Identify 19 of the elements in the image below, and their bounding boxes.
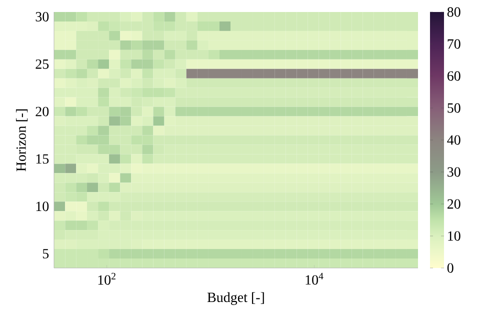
y-tick-label: 10	[36, 202, 49, 212]
color-bar-label: 30	[448, 167, 460, 177]
color-bar-label: 60	[447, 71, 460, 81]
y-tick-label: 30	[36, 12, 49, 22]
color-bar-label: 80	[447, 7, 460, 17]
y-tick-label: 5	[42, 249, 49, 258]
x-tick-label: 10$^{2}$	[98, 272, 116, 285]
color-bar-label: 10	[448, 231, 460, 241]
y-tick-label: 25	[36, 59, 49, 69]
color-bar-label: 0	[447, 263, 454, 273]
y-axis-title: Horizon [-]	[16, 109, 28, 172]
x-tick-label: 10$^{4}$	[306, 272, 324, 285]
color-bar-label: 40	[447, 135, 460, 145]
y-tick-label: 15	[36, 154, 49, 164]
y-tick-label: 20	[36, 106, 49, 116]
color-bar-label: 70	[448, 39, 460, 49]
color-bar-label: 50	[448, 103, 460, 113]
x-axis-title: Budget [-]	[207, 292, 264, 305]
color-bar-label: 20	[447, 199, 460, 209]
